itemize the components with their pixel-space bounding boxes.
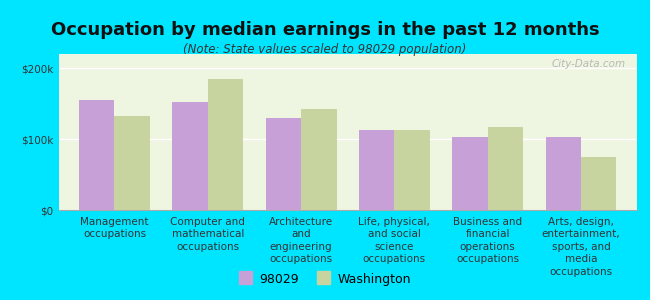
Bar	[79, 100, 114, 210]
Bar	[172, 102, 208, 210]
Text: (Note: State values scaled to 98029 population): (Note: State values scaled to 98029 popu…	[183, 44, 467, 56]
Legend: 98029, Washington: 98029, Washington	[234, 268, 416, 291]
Text: Occupation by median earnings in the past 12 months: Occupation by median earnings in the pas…	[51, 21, 599, 39]
Bar	[114, 116, 150, 210]
Bar	[395, 130, 430, 210]
Bar	[452, 137, 488, 210]
Bar	[266, 118, 301, 210]
Text: City-Data.com: City-Data.com	[551, 59, 625, 69]
Bar	[301, 109, 337, 210]
Bar	[359, 130, 395, 210]
Bar	[208, 79, 243, 210]
Bar	[545, 137, 581, 210]
Bar	[488, 127, 523, 210]
Bar	[581, 157, 616, 210]
